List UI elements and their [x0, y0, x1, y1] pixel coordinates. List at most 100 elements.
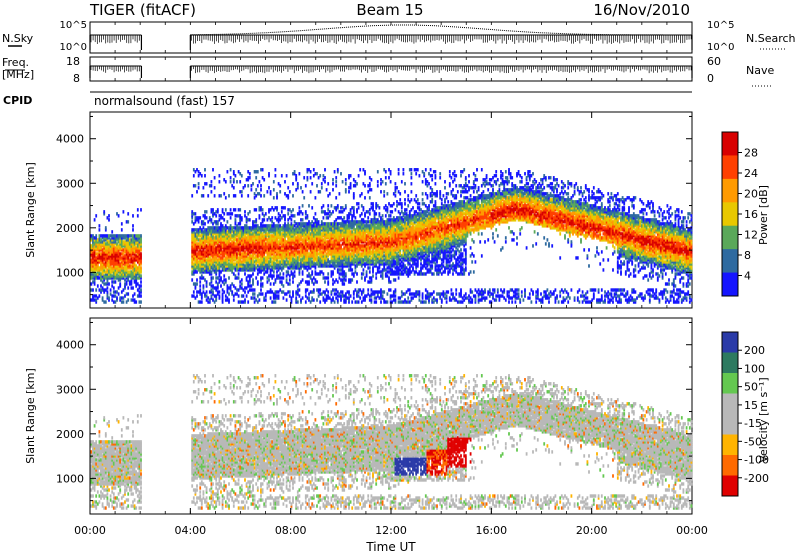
power-cell	[111, 250, 114, 254]
power-cell	[135, 236, 138, 240]
power-cell	[231, 244, 234, 248]
power-cell	[191, 254, 194, 258]
power-cell	[370, 188, 373, 192]
power-cell	[250, 288, 253, 292]
power-cell	[210, 210, 213, 214]
power-cell	[296, 284, 299, 288]
power-cell	[194, 252, 197, 256]
power-cell	[192, 244, 195, 248]
power-cell	[128, 264, 131, 268]
power-cell	[293, 224, 296, 228]
power-cell	[210, 208, 213, 212]
power-cell	[375, 290, 378, 294]
power-cell	[191, 234, 194, 238]
power-cell	[101, 270, 104, 274]
power-cell	[200, 292, 203, 296]
power-cell	[191, 242, 194, 246]
power-cell	[226, 220, 229, 224]
power-cell	[308, 168, 310, 172]
power-cell	[98, 244, 101, 248]
power-cell	[196, 262, 198, 266]
power-cell	[216, 210, 219, 214]
power-cell	[218, 232, 221, 236]
power-cell	[224, 246, 227, 250]
power-cell	[298, 250, 301, 254]
power-cell	[112, 272, 115, 276]
power-cell	[348, 220, 350, 224]
power-cell	[136, 268, 139, 272]
power-cell	[103, 288, 106, 292]
power-cell	[237, 256, 240, 260]
power-cell	[202, 270, 205, 274]
power-cell	[192, 174, 195, 178]
power-cell	[314, 262, 317, 266]
power-cell	[234, 286, 237, 290]
power-cell	[127, 234, 130, 238]
power-cell	[309, 176, 312, 180]
power-cell	[197, 244, 200, 248]
power-cell	[218, 238, 221, 242]
power-cell	[95, 276, 98, 280]
power-cell	[132, 258, 134, 262]
power-cell	[224, 208, 227, 212]
power-cell	[346, 296, 349, 300]
power-cell	[325, 216, 328, 220]
power-cell	[301, 270, 304, 274]
power-cell	[282, 238, 285, 242]
power-cell	[322, 276, 325, 280]
power-cell	[202, 194, 205, 198]
power-cell	[287, 282, 290, 286]
power-cell	[124, 262, 126, 266]
power-cell	[210, 228, 213, 232]
power-cell	[124, 294, 126, 298]
power-cell	[256, 170, 259, 174]
power-cell	[192, 240, 195, 244]
power-cell	[208, 258, 211, 262]
power-cell	[253, 260, 256, 264]
power-cell	[296, 288, 299, 292]
power-cell	[140, 248, 142, 252]
power-cell	[336, 280, 339, 284]
power-cell	[202, 256, 205, 260]
power-cell	[330, 212, 333, 216]
power-cell	[136, 246, 139, 250]
power-cell	[104, 234, 107, 238]
power-cell	[213, 256, 216, 260]
power-cell	[101, 272, 104, 276]
power-cell	[242, 300, 245, 304]
power-cell	[317, 272, 320, 276]
power-cell	[135, 300, 138, 304]
power-cell	[136, 276, 139, 280]
power-cell	[247, 300, 250, 304]
power-cell	[322, 216, 325, 220]
power-cell	[112, 258, 115, 262]
power-cell	[237, 294, 240, 298]
power-cell	[293, 214, 296, 218]
power-cell	[271, 216, 274, 220]
power-cell	[229, 242, 232, 246]
power-cell	[92, 280, 94, 284]
power-cell	[269, 208, 272, 212]
power-cell	[312, 276, 315, 280]
power-cell	[93, 218, 96, 222]
power-cell	[202, 258, 205, 262]
power-cell	[98, 254, 101, 258]
power-cell	[95, 298, 98, 302]
power-cell	[132, 248, 134, 252]
power-cell	[205, 216, 208, 220]
power-cell	[220, 246, 222, 250]
power-cell	[212, 260, 214, 264]
power-cell	[317, 220, 320, 224]
power-cell	[104, 276, 107, 280]
power-cell	[376, 170, 379, 174]
power-cell	[370, 256, 373, 260]
power-cell	[322, 210, 325, 214]
power-cell	[92, 236, 94, 240]
power-cell	[306, 222, 309, 226]
power-cell	[140, 294, 142, 298]
power-cell	[232, 264, 235, 268]
power-cell	[124, 240, 126, 244]
power-cell	[108, 252, 110, 256]
power-cell	[98, 236, 101, 240]
power-cell	[232, 266, 235, 270]
